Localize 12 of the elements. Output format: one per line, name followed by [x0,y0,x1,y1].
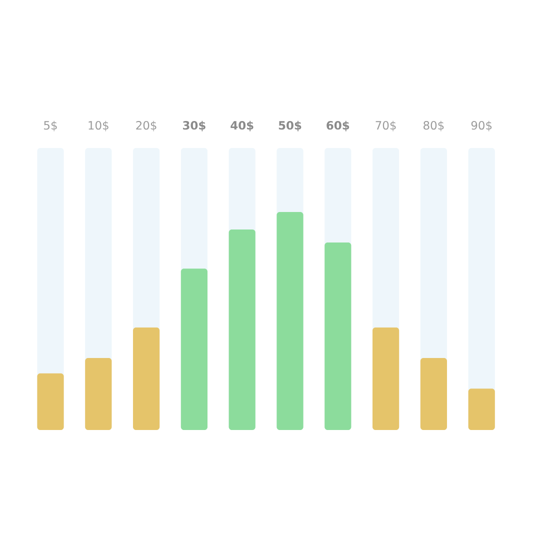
x-tick-label: 20$ [136,120,156,132]
x-tick-label: 50$ [278,120,302,132]
bar [37,373,64,430]
x-tick-label: 70$ [376,120,396,132]
bar [468,388,495,430]
x-tick-label: 5$ [44,120,57,132]
x-tick-label: 10$ [88,120,108,132]
x-tick-label: 90$ [471,120,492,132]
x-tick-label: 60$ [326,120,350,132]
x-tick-label: 80$ [424,120,444,132]
x-tick-label: 40$ [230,120,254,132]
x-tick-label: 30$ [183,120,206,132]
